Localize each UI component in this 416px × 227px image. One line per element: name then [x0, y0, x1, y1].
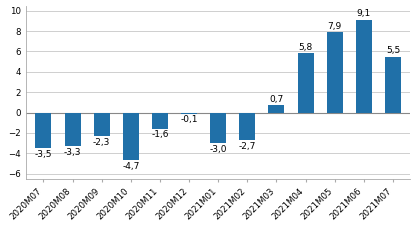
Bar	[210, 113, 226, 143]
Bar	[385, 57, 401, 113]
Text: -2,7: -2,7	[239, 142, 256, 151]
Text: -4,7: -4,7	[122, 162, 139, 171]
Bar	[356, 20, 372, 113]
Text: 5,8: 5,8	[298, 43, 313, 52]
Text: 0,7: 0,7	[269, 95, 284, 104]
Text: 5,5: 5,5	[386, 46, 400, 55]
Bar	[181, 113, 197, 114]
Bar	[94, 113, 110, 136]
Bar	[35, 113, 52, 148]
Bar	[268, 105, 285, 113]
Bar	[64, 113, 81, 146]
Bar	[123, 113, 139, 160]
Text: 7,9: 7,9	[327, 22, 342, 30]
Text: -2,3: -2,3	[93, 138, 110, 147]
Text: -0,1: -0,1	[180, 115, 198, 124]
Text: -3,0: -3,0	[209, 145, 227, 154]
Text: -3,3: -3,3	[64, 148, 81, 157]
Text: -1,6: -1,6	[151, 130, 168, 139]
Bar	[297, 53, 314, 113]
Bar	[327, 32, 343, 113]
Bar	[152, 113, 168, 129]
Bar	[239, 113, 255, 140]
Text: 9,1: 9,1	[357, 9, 371, 18]
Text: -3,5: -3,5	[35, 150, 52, 159]
